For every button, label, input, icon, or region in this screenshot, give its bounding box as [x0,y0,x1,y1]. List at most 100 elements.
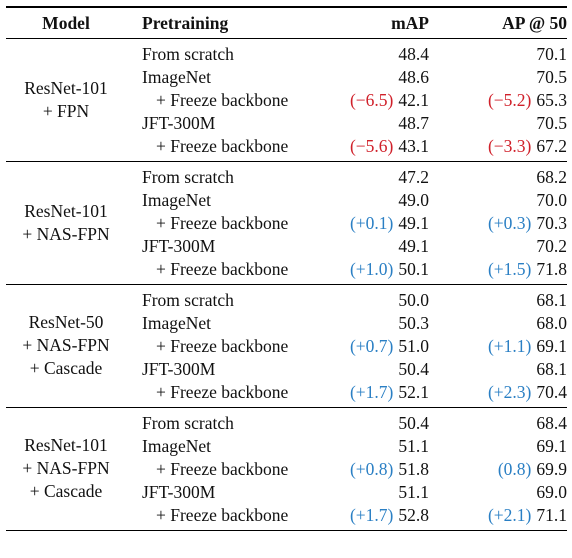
bottom-rule [6,529,567,532]
ap50-value: 65.3 [536,89,567,110]
table-row: From scratch 50.4 68.4 [6,412,567,435]
header-pretraining: Pretraining [142,12,229,33]
map-cell: 50.4 [398,358,429,381]
map-delta: (−6.5) [349,89,394,110]
model-name-line: + Cascade [29,358,103,379]
model-name-line: ResNet-101 [24,77,108,98]
ap50-delta: (+1.1) [487,335,532,356]
ap50-value: 70.4 [536,381,567,402]
table-row: JFT-300M 48.7 70.5 [6,112,567,135]
table-body: ResNet-101 + FPN From scratch 48.4 70.1 Image… [6,39,567,532]
map-value: 48.4 [398,43,429,64]
model-group: ResNet-101 + NAS-FPN + Cascade From scratch… [6,408,567,530]
model-name-line: + NAS-FPN [22,335,110,356]
ap50-cell: (−3.3) 67.2 [488,135,567,158]
table-row: JFT-300M 49.1 70.2 [6,235,567,258]
pretraining-cell: ImageNet [142,312,211,333]
ap50-delta: (+2.3) [487,381,532,402]
ap50-cell: (0.8) 69.9 [498,458,567,481]
model-cell: ResNet-101 + NAS-FPN [6,162,126,284]
table-row: + Freeze backbone (+0.8) 51.8 (0.8) 69.9 [6,458,567,481]
ap50-value: 70.3 [536,212,567,233]
pretraining-cell: + Freeze backbone [156,212,289,233]
map-cell: 47.2 [398,166,429,189]
ap50-value: 70.0 [536,189,567,210]
map-value: 51.0 [398,335,429,356]
map-cell: 49.1 [398,235,429,258]
results-table: Model Pretraining mAP AP @ 50 ResNet-101… [6,6,567,532]
map-cell: 48.4 [398,43,429,66]
table-row: From scratch 50.0 68.1 [6,289,567,312]
ap50-value: 70.5 [536,66,567,87]
model-cell: ResNet-101 + FPN [6,39,126,161]
table-row: + Freeze backbone (−5.6) 43.1 (−3.3) 67.2 [6,135,567,158]
pretraining-cell: + Freeze backbone [156,89,289,110]
table-row: + Freeze backbone (+0.7) 51.0 (+1.1) 69.1 [6,335,567,358]
map-value: 50.3 [398,312,429,333]
model-name: ResNet-101 + NAS-FPN [22,200,109,246]
map-delta: (+0.1) [349,212,394,233]
map-value: 52.8 [398,504,429,525]
pretraining-cell: + Freeze backbone [156,135,289,156]
table-row: + Freeze backbone (+1.0) 50.1 (+1.5) 71.8 [6,258,567,281]
ap50-delta: (−3.3) [487,135,532,156]
ap50-cell: 70.1 [536,43,567,66]
map-cell: 48.6 [398,66,429,89]
model-name-line: ResNet-101 [24,435,108,456]
ap50-cell: 69.0 [536,481,567,504]
map-value: 51.1 [398,435,429,456]
ap50-cell: 70.0 [536,189,567,212]
map-value: 48.6 [398,66,429,87]
ap50-delta: (+1.5) [487,258,532,279]
map-value: 50.1 [398,258,429,279]
map-value: 50.4 [398,412,429,433]
ap50-cell: 68.1 [536,358,567,381]
map-value: 42.1 [398,89,429,110]
group-rule [6,406,567,408]
table-row: ImageNet 49.0 70.0 [6,189,567,212]
map-delta: (+1.7) [349,504,394,525]
header-ap50: AP @ 50 [502,12,567,33]
model-group: ResNet-101 + FPN From scratch 48.4 70.1 Image… [6,39,567,161]
ap50-cell: (+1.5) 71.8 [488,258,567,281]
ap50-delta: (+0.3) [487,212,532,233]
ap50-value: 69.1 [536,335,567,356]
ap50-cell: (+0.3) 70.3 [488,212,567,235]
ap50-value: 68.1 [536,358,567,379]
pretraining-cell: JFT-300M [142,481,216,502]
pretraining-cell: From scratch [142,412,234,433]
map-cell: 51.1 [398,481,429,504]
ap50-cell: 70.2 [536,235,567,258]
model-cell: ResNet-50 + NAS-FPN + Cascade [6,285,126,407]
ap50-value: 69.1 [536,435,567,456]
ap50-value: 70.2 [536,235,567,256]
ap50-cell: 69.1 [536,435,567,458]
map-value: 48.7 [398,112,429,133]
pretraining-cell: JFT-300M [142,358,216,379]
table-row: JFT-300M 50.4 68.1 [6,358,567,381]
map-value: 51.1 [398,481,429,502]
pretraining-cell: JFT-300M [142,112,216,133]
map-cell: (+1.7) 52.8 [350,504,429,527]
map-cell: (+0.7) 51.0 [350,335,429,358]
table-row: JFT-300M 51.1 69.0 [6,481,567,504]
header-rule [6,37,567,39]
pretraining-cell: + Freeze backbone [156,504,289,525]
ap50-cell: 70.5 [536,66,567,89]
table-row: + Freeze backbone (+1.7) 52.1 (+2.3) 70.4 [6,381,567,404]
ap50-value: 67.2 [536,135,567,156]
map-delta: (−5.6) [349,135,394,156]
table-row: ImageNet 51.1 69.1 [6,435,567,458]
table-row: From scratch 48.4 70.1 [6,43,567,66]
map-cell: 50.0 [398,289,429,312]
pretraining-cell: ImageNet [142,189,211,210]
model-name: ResNet-101 + NAS-FPN + Cascade [22,434,109,503]
ap50-cell: (+1.1) 69.1 [488,335,567,358]
ap50-value: 68.2 [536,166,567,187]
table-row: ImageNet 50.3 68.0 [6,312,567,335]
map-value: 47.2 [398,166,429,187]
map-value: 52.1 [398,381,429,402]
table-row: ImageNet 48.6 70.5 [6,66,567,89]
ap50-value: 68.1 [536,289,567,310]
model-name-line: + NAS-FPN [22,458,110,479]
